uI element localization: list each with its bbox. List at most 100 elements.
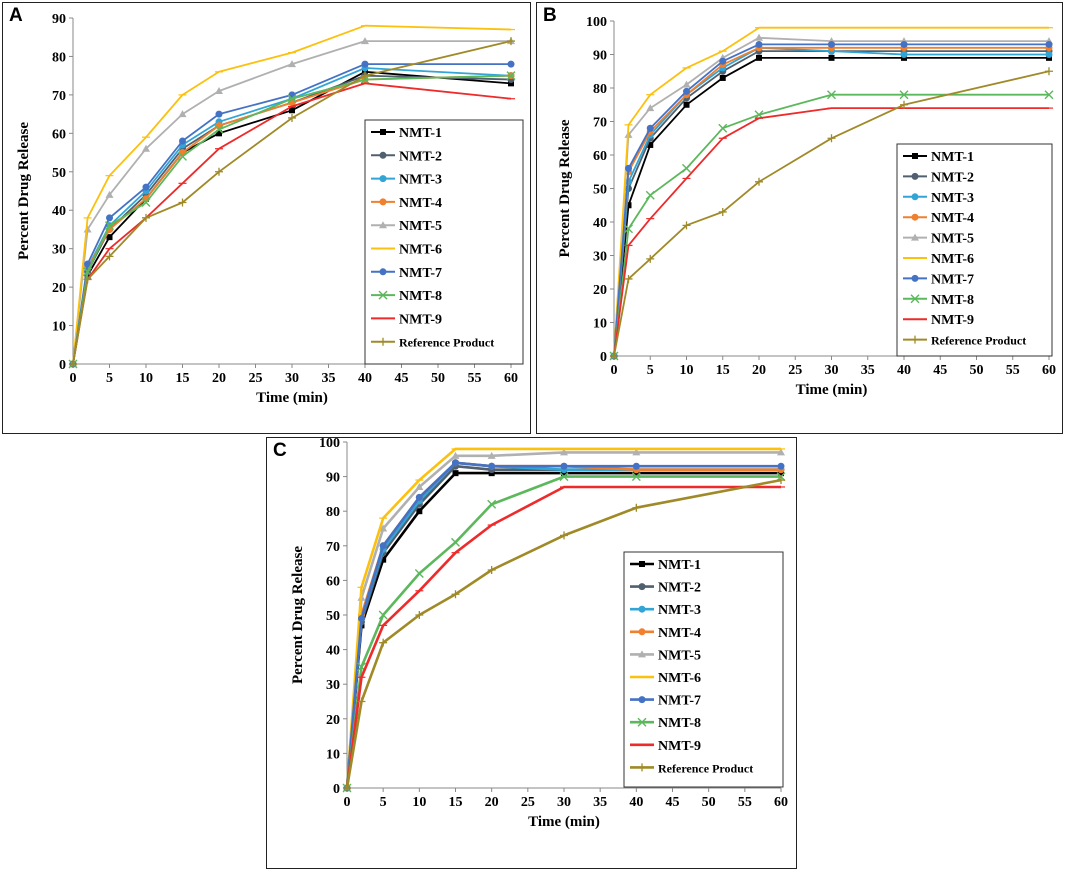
legend-item-nmt-9: NMT-9	[630, 739, 701, 754]
legend-label: NMT-4	[931, 211, 974, 226]
x-axis-title: Time (min)	[528, 814, 600, 830]
data-point	[106, 214, 113, 222]
chart-panel-a: A 0 10 20 30 40 50 60 70 80 90 0 5 10 15 20 25 30 35 40 45 5…	[2, 2, 531, 434]
x-tick-label: 20	[485, 795, 499, 810]
x-tick-label: 0	[344, 795, 351, 810]
data-point	[1044, 90, 1054, 100]
data-point	[214, 124, 224, 134]
data-point	[357, 614, 365, 622]
data-point	[379, 638, 388, 647]
data-point	[216, 130, 222, 137]
data-point	[414, 568, 424, 578]
x-tick-label: 5	[647, 363, 654, 378]
x-tick-label: 45	[933, 363, 947, 378]
legend-label: NMT-1	[658, 558, 701, 573]
data-point	[378, 290, 388, 300]
legend-item-nmt-9: NMT-9	[903, 313, 974, 328]
x-tick-label: 25	[521, 795, 535, 810]
y-tick-label: 60	[593, 149, 607, 164]
legend: NMT-1 NMT-2 NMT-3 NMT-4 NMT-5 NMT-6 NMT-7 NMT-8…	[623, 551, 784, 788]
data-point	[379, 151, 387, 159]
data-point	[560, 462, 568, 470]
x-tick-label: 0	[611, 363, 618, 378]
y-tick-label: 90	[326, 471, 340, 486]
data-point	[718, 207, 727, 216]
legend-label: NMT-1	[399, 126, 442, 141]
data-point	[625, 164, 632, 172]
data-point	[647, 141, 654, 148]
x-tick-label: 25	[249, 371, 263, 386]
data-point	[899, 90, 909, 100]
data-point	[638, 605, 646, 613]
data-point	[610, 352, 618, 360]
legend-item-nmt-5: NMT-5	[630, 648, 701, 663]
data-point	[777, 476, 785, 485]
chart-panel-b: B 0 10 20 30 40 50 60 70 80 90 100 0 5 10 15 20 25 30 35 40…	[536, 2, 1063, 434]
legend-item-nmt-2: NMT-2	[903, 170, 974, 185]
legend-item-nmt-1: NMT-1	[630, 558, 701, 573]
legend-label: NMT-4	[399, 196, 442, 211]
x-tick-label: 10	[412, 795, 426, 810]
x-tick-label: 25	[788, 363, 802, 378]
y-tick-label: 20	[593, 283, 607, 298]
data-point	[682, 163, 691, 173]
data-point	[900, 51, 908, 58]
data-point	[912, 153, 918, 159]
data-point	[288, 113, 296, 122]
legend-item-nmt-3: NMT-3	[371, 173, 442, 188]
data-point	[416, 508, 423, 515]
data-point	[415, 482, 424, 490]
panel-label: B	[543, 5, 557, 26]
data-point	[487, 499, 497, 509]
data-point	[637, 717, 647, 727]
series-reference-product	[610, 67, 1053, 360]
legend-item-nmt-7: NMT-7	[371, 266, 442, 281]
x-tick-label: 40	[897, 363, 911, 378]
x-tick-label: 30	[825, 363, 839, 378]
legend-item-nmt-4: NMT-4	[903, 211, 974, 226]
line-chart: 0 10 20 30 40 50 60 70 80 90 100 0 5 10 15 20 25 30 35 40 45…	[290, 436, 788, 830]
data-point	[624, 224, 633, 234]
legend-label: NMT-8	[931, 293, 974, 308]
data-point	[361, 37, 369, 45]
data-point	[507, 60, 515, 68]
y-tick-label: 30	[593, 250, 607, 265]
data-point	[84, 260, 92, 268]
legend-label: NMT-8	[658, 716, 701, 731]
y-tick-label: 80	[593, 82, 607, 97]
y-tick-label: 10	[593, 317, 607, 332]
legend-item-nmt-2: NMT-2	[630, 581, 701, 596]
series-nmt-9	[610, 107, 1053, 357]
legend-label: NMT-2	[399, 149, 442, 164]
data-point	[625, 202, 632, 209]
data-point	[415, 611, 424, 619]
x-tick-label: 15	[176, 371, 190, 386]
y-tick-label: 70	[593, 116, 607, 131]
data-point	[106, 234, 113, 241]
series-nmt-8	[609, 90, 1054, 361]
data-point	[755, 33, 763, 41]
data-point	[378, 610, 388, 620]
x-tick-label: 60	[504, 371, 518, 386]
data-point	[646, 124, 654, 132]
data-point	[178, 110, 187, 118]
data-point	[911, 274, 919, 282]
data-point	[638, 763, 646, 772]
x-tick-label: 10	[680, 363, 694, 378]
data-point	[69, 360, 77, 368]
data-point	[683, 87, 690, 95]
data-point	[508, 80, 514, 87]
data-point	[638, 628, 646, 636]
data-point	[631, 472, 641, 482]
legend-label: NMT-5	[931, 232, 974, 247]
data-point	[1045, 40, 1053, 48]
data-point	[560, 448, 568, 456]
panel-label: A	[9, 5, 23, 26]
data-point	[379, 221, 387, 229]
y-axis-title: Percent Drug Release	[16, 122, 32, 260]
data-point	[1045, 67, 1053, 76]
data-point	[452, 470, 459, 477]
legend-label: NMT-7	[399, 266, 442, 281]
data-point	[910, 294, 920, 304]
data-point	[379, 175, 387, 183]
